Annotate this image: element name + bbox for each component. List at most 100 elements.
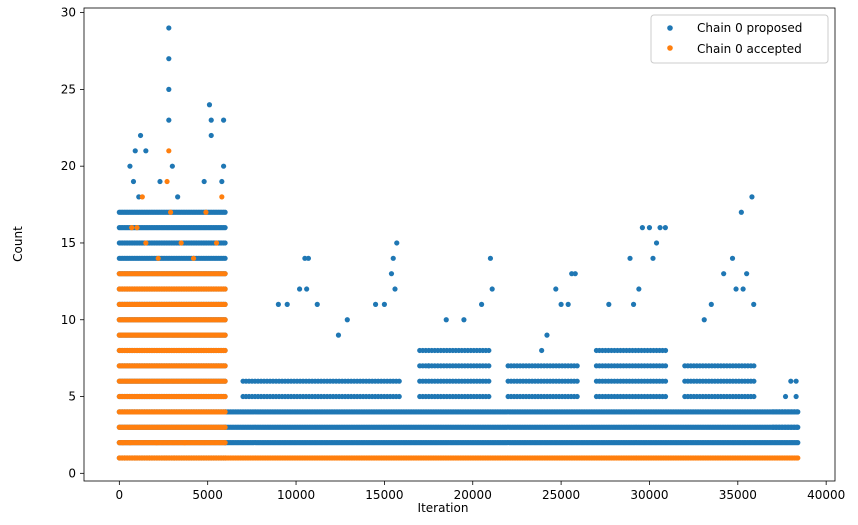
- proposed-point: [486, 347, 492, 354]
- proposed-point: [222, 209, 228, 215]
- proposed-point: [574, 378, 580, 384]
- y-tick-label: 0: [68, 466, 76, 480]
- accepted-point: [222, 363, 228, 369]
- proposed-point: [751, 393, 757, 400]
- accepted-point: [222, 440, 228, 446]
- proposed-point: [708, 301, 714, 307]
- accepted-point: [203, 209, 209, 215]
- accepted-point: [143, 240, 149, 246]
- proposed-point: [219, 178, 225, 185]
- proposed-point: [478, 301, 485, 307]
- x-tick-label: 0: [116, 488, 124, 502]
- y-axis: 0 5 10 15 20 25 30: [61, 6, 84, 480]
- accepted-point: [146, 455, 152, 461]
- legend-marker-accepted: [667, 45, 673, 51]
- proposed-point: [782, 393, 789, 400]
- plot-points: [116, 25, 801, 461]
- proposed-point: [744, 271, 750, 277]
- accepted-point: [222, 332, 228, 338]
- proposed-point: [166, 56, 172, 62]
- proposed-point: [558, 301, 564, 307]
- accepted-point: [127, 440, 133, 446]
- proposed-point: [169, 163, 175, 169]
- proposed-point: [344, 317, 350, 323]
- y-axis-title: Count: [11, 226, 25, 262]
- accepted-point: [222, 347, 228, 354]
- proposed-point: [751, 378, 757, 384]
- proposed-point: [650, 255, 656, 261]
- proposed-point: [222, 255, 228, 261]
- proposed-point: [220, 163, 227, 169]
- proposed-point: [794, 409, 800, 415]
- proposed-point: [565, 301, 571, 307]
- proposed-point: [653, 240, 660, 246]
- y-tick-label: 10: [61, 313, 76, 327]
- accepted-point: [222, 424, 228, 430]
- proposed-point: [749, 194, 755, 200]
- accepted-point: [171, 455, 177, 461]
- proposed-point: [396, 378, 402, 384]
- proposed-point: [646, 225, 653, 231]
- proposed-point: [539, 347, 545, 354]
- x-tick-label: 10000: [277, 488, 315, 502]
- legend-label-accepted: Chain 0 accepted: [697, 42, 802, 56]
- proposed-point: [740, 286, 746, 292]
- proposed-point: [296, 286, 303, 292]
- proposed-point: [793, 393, 799, 400]
- accepted-point: [219, 194, 225, 200]
- proposed-point: [305, 255, 312, 261]
- proposed-point: [206, 102, 213, 108]
- x-axis-title: Iteration: [418, 501, 469, 515]
- proposed-point: [486, 393, 492, 400]
- y-tick-label: 25: [61, 82, 76, 96]
- accepted-point: [795, 455, 801, 461]
- proposed-point: [390, 255, 396, 261]
- accepted-point: [222, 409, 228, 415]
- proposed-point: [794, 424, 800, 430]
- proposed-point: [544, 332, 550, 338]
- proposed-point: [392, 286, 398, 292]
- proposed-point: [304, 286, 310, 292]
- accepted-point: [134, 225, 140, 231]
- proposed-point: [738, 209, 744, 215]
- accepted-point: [167, 209, 174, 215]
- accepted-point: [164, 178, 170, 185]
- proposed-point: [394, 240, 400, 246]
- proposed-point: [662, 347, 669, 354]
- y-tick-label: 20: [61, 159, 76, 173]
- accepted-point: [166, 148, 172, 154]
- legend-frame: [650, 14, 829, 64]
- accepted-point: [222, 317, 228, 323]
- proposed-point: [372, 301, 379, 307]
- proposed-point: [314, 301, 320, 307]
- proposed-point: [553, 286, 559, 292]
- accepted-point: [222, 301, 228, 307]
- proposed-point: [381, 301, 387, 307]
- accepted-point: [129, 225, 135, 231]
- proposed-point: [751, 301, 757, 307]
- proposed-point: [396, 393, 402, 400]
- legend-label-proposed: Chain 0 proposed: [697, 21, 802, 35]
- accepted-point: [139, 194, 145, 200]
- proposed-point: [132, 148, 138, 154]
- y-tick-label: 30: [61, 6, 76, 20]
- x-tick-label: 15000: [365, 488, 403, 502]
- proposed-point: [729, 255, 736, 261]
- proposed-point: [335, 332, 342, 338]
- proposed-point: [127, 163, 133, 169]
- proposed-point: [574, 393, 580, 400]
- proposed-point: [130, 178, 137, 185]
- x-tick-label: 35000: [719, 488, 757, 502]
- proposed-point: [487, 255, 494, 261]
- x-tick-label: 25000: [542, 488, 580, 502]
- proposed-point: [166, 25, 172, 31]
- x-axis: 0 5000 10000 15000 20000 25000 30000 35000 40000: [116, 481, 845, 502]
- proposed-point: [166, 117, 172, 123]
- proposed-point: [220, 117, 227, 123]
- accepted-point: [153, 440, 160, 446]
- proposed-point: [201, 178, 207, 185]
- proposed-point: [574, 363, 580, 369]
- proposed-point: [662, 225, 668, 231]
